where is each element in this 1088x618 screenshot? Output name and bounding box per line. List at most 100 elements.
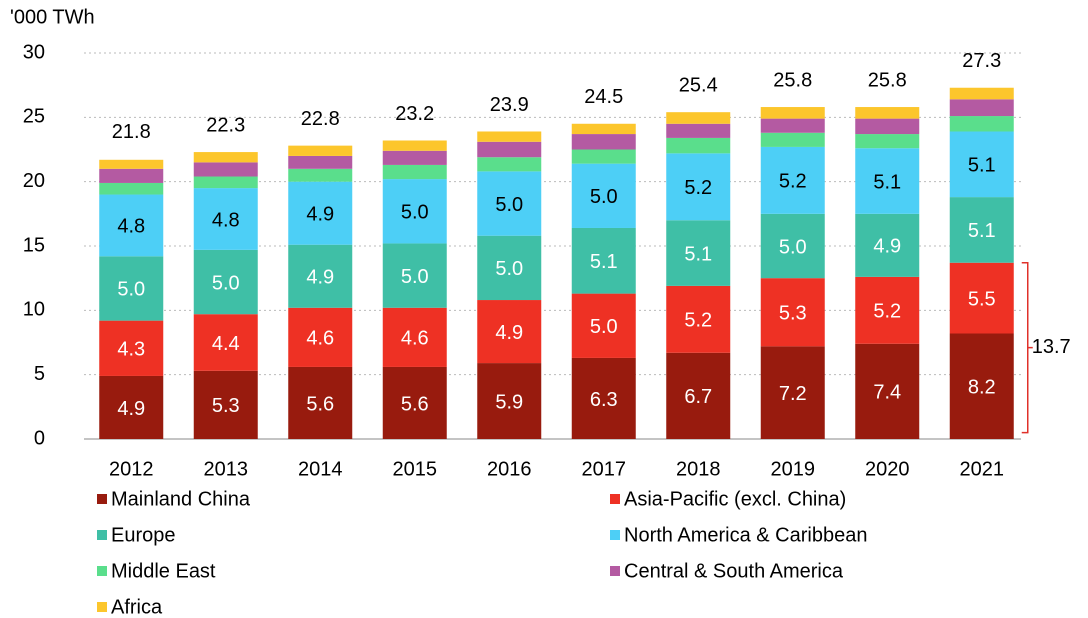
total-label: 25.8 bbox=[868, 69, 907, 91]
bar-segment bbox=[666, 352, 731, 439]
bar-segment bbox=[666, 153, 731, 221]
total-label: 22.8 bbox=[301, 108, 340, 130]
bar-segment bbox=[855, 148, 920, 214]
bar-segment bbox=[949, 99, 1014, 117]
x-tick-label: 2015 bbox=[393, 458, 438, 480]
bar-segment bbox=[477, 171, 542, 236]
bar-segment bbox=[666, 123, 731, 138]
legend-swatch bbox=[610, 530, 620, 540]
bar-segment bbox=[193, 152, 258, 163]
value-label: 5.0 bbox=[495, 194, 523, 216]
bar-segment bbox=[760, 146, 825, 214]
bar-segment bbox=[760, 213, 825, 279]
legend-swatch bbox=[610, 494, 620, 504]
value-label: 5.2 bbox=[684, 177, 712, 199]
bar-segment bbox=[382, 150, 447, 165]
bar-segment bbox=[571, 163, 636, 228]
bar-segment bbox=[288, 155, 353, 169]
x-tick-label: 2018 bbox=[676, 458, 721, 480]
bar-segment bbox=[760, 107, 825, 119]
value-label: 5.0 bbox=[590, 186, 618, 208]
bar-segment bbox=[949, 197, 1014, 263]
bar-segment bbox=[571, 357, 636, 439]
legend-swatch bbox=[97, 530, 107, 540]
bar-segment bbox=[477, 363, 542, 439]
value-label: 4.9 bbox=[306, 267, 334, 289]
bar-segment bbox=[382, 366, 447, 439]
total-label: 25.8 bbox=[773, 69, 812, 91]
value-label: 5.1 bbox=[590, 251, 618, 273]
bar-segment bbox=[666, 137, 731, 154]
value-label: 6.7 bbox=[684, 386, 712, 408]
value-label: 4.9 bbox=[306, 203, 334, 225]
total-label: 23.2 bbox=[395, 103, 434, 125]
bar-segment bbox=[382, 179, 447, 244]
value-label: 4.3 bbox=[117, 339, 145, 361]
value-label: 5.9 bbox=[495, 391, 523, 413]
value-label: 5.3 bbox=[212, 395, 240, 417]
value-label: 5.0 bbox=[495, 258, 523, 280]
x-tick-label: 2014 bbox=[298, 458, 343, 480]
value-label: 5.0 bbox=[117, 279, 145, 301]
value-label: 4.9 bbox=[495, 322, 523, 344]
total-label: 27.3 bbox=[962, 50, 1001, 72]
x-tick-label: 2017 bbox=[582, 458, 627, 480]
value-label: 5.1 bbox=[684, 243, 712, 265]
bar-segment bbox=[288, 366, 353, 439]
bar-segment bbox=[949, 131, 1014, 198]
value-label: 5.0 bbox=[212, 272, 240, 294]
annotation-bracket bbox=[1021, 261, 1033, 434]
bar-segment bbox=[760, 278, 825, 347]
bar-segment bbox=[193, 188, 258, 250]
y-tick-label: 15 bbox=[23, 234, 45, 256]
y-tick-label: 20 bbox=[23, 170, 45, 192]
bar-segment bbox=[949, 333, 1014, 439]
bar-segment bbox=[855, 213, 920, 277]
legend-label: Asia-Pacific (excl. China) bbox=[624, 488, 846, 510]
value-label: 4.6 bbox=[306, 328, 334, 350]
x-tick-label: 2013 bbox=[204, 458, 249, 480]
value-label: 5.5 bbox=[968, 288, 996, 310]
value-label: 4.8 bbox=[212, 209, 240, 231]
value-label: 7.4 bbox=[873, 382, 901, 404]
bar-segment bbox=[949, 262, 1014, 334]
legend-swatch bbox=[610, 566, 620, 576]
value-label: 7.2 bbox=[779, 383, 807, 405]
bar-segment bbox=[382, 243, 447, 308]
total-label: 22.3 bbox=[206, 114, 245, 136]
bar-segment bbox=[571, 149, 636, 164]
bar-segment bbox=[99, 168, 164, 183]
bar-segment bbox=[193, 314, 258, 371]
value-label: 5.0 bbox=[401, 266, 429, 288]
bar-segment bbox=[571, 227, 636, 294]
total-label: 24.5 bbox=[584, 86, 623, 108]
bar-segment bbox=[288, 181, 353, 245]
value-label: 5.6 bbox=[306, 393, 334, 415]
value-label: 5.0 bbox=[590, 316, 618, 338]
legend-swatch bbox=[97, 494, 107, 504]
total-label: 25.4 bbox=[679, 74, 718, 96]
bar-segment bbox=[288, 168, 353, 182]
y-tick-label: 5 bbox=[34, 363, 45, 385]
bar-segment bbox=[382, 307, 447, 367]
bar-segment bbox=[99, 159, 164, 169]
bar-segment bbox=[193, 176, 258, 189]
total-label: 23.9 bbox=[490, 94, 529, 116]
value-label: 5.2 bbox=[873, 301, 901, 323]
value-label: 4.9 bbox=[873, 236, 901, 258]
bar-segment bbox=[666, 285, 731, 353]
bar-segment bbox=[760, 346, 825, 439]
value-label: 4.6 bbox=[401, 328, 429, 350]
value-label: 5.0 bbox=[401, 202, 429, 224]
y-tick-label: 10 bbox=[23, 299, 45, 321]
bar-segment bbox=[477, 141, 542, 158]
bar-segment bbox=[571, 123, 636, 135]
legend-swatch bbox=[97, 566, 107, 576]
legend-label: Africa bbox=[111, 596, 163, 618]
y-tick-label: 30 bbox=[23, 41, 45, 63]
x-tick-label: 2019 bbox=[771, 458, 816, 480]
bar-segment bbox=[288, 244, 353, 308]
bar-segment bbox=[949, 87, 1014, 100]
y-axis-label: '000 TWh bbox=[10, 6, 95, 28]
bar-segment bbox=[855, 276, 920, 344]
